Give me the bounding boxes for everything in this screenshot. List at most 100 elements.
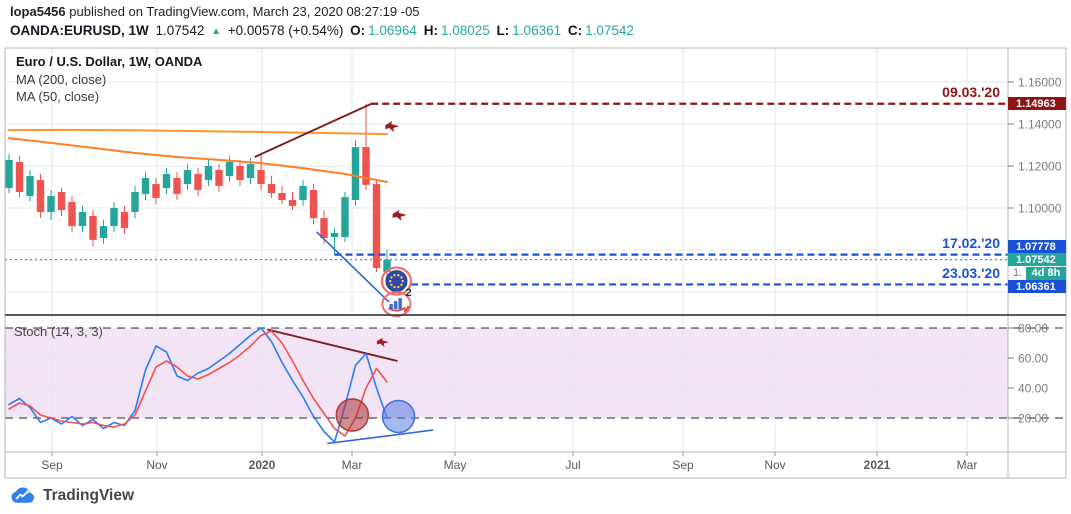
ma50-line — [8, 137, 388, 183]
bear-marker-icon — [385, 121, 400, 133]
candle — [362, 103, 370, 190]
candle — [257, 155, 265, 190]
time-axis-label: Sep — [41, 458, 63, 472]
candle — [215, 163, 223, 193]
candle — [57, 188, 66, 216]
stoch-tick-label: 20.00 — [1018, 412, 1048, 426]
byline-text: published on TradingView.com, March 23, … — [65, 4, 420, 19]
stoch-circle-blue[interactable] — [381, 399, 416, 434]
stoch-trendline-blue[interactable] — [327, 429, 434, 445]
time-axis-label: Nov — [764, 458, 785, 472]
stoch-tick-label: 40.00 — [1018, 382, 1048, 396]
time-axis-label: May — [444, 458, 467, 472]
candle — [194, 168, 202, 197]
tradingview-logo[interactable]: TradingView — [10, 486, 134, 506]
candle — [141, 172, 150, 201]
open-value: 1.06964 — [368, 23, 417, 38]
candle — [299, 180, 307, 206]
price-change: +0.00578 (+0.54%) — [227, 23, 344, 38]
close-label: C: — [567, 23, 583, 38]
close-value: 1.07542 — [585, 23, 634, 38]
candle — [36, 173, 45, 219]
stoch-band — [5, 328, 1008, 418]
stoch-circle-red[interactable] — [335, 398, 370, 432]
time-axis-label: Nov — [146, 458, 167, 472]
candle — [26, 169, 34, 202]
price-label-resistance: 1.14963 — [1008, 97, 1066, 111]
candle — [351, 139, 360, 206]
occluded-scale-tick: 1. — [1013, 267, 1023, 280]
candle — [78, 205, 87, 232]
candle — [309, 184, 318, 224]
candle — [267, 176, 276, 198]
candle — [162, 168, 171, 194]
candle — [68, 196, 76, 232]
bear-marker-icon — [376, 337, 389, 348]
candle — [152, 177, 160, 205]
candle — [341, 192, 349, 243]
price-label-alert-low: 1.06361 — [1008, 280, 1066, 294]
highlight-ring — [380, 266, 413, 296]
candle — [173, 172, 181, 201]
time-axis-label: Jul — [565, 458, 580, 472]
declining-chart-badge: 2 — [381, 287, 412, 318]
high-value: 1.08025 — [440, 23, 490, 38]
stoch-band-lines — [5, 327, 1066, 419]
last-price: 1.07542 — [155, 23, 205, 38]
price-label-current: 1.07542 — [1008, 253, 1066, 267]
ma50-legend: MA (50, close) — [16, 89, 100, 104]
date-annotation-mid: 17.02.'20 — [942, 235, 1000, 252]
cloud-icon — [11, 487, 34, 503]
candle — [120, 205, 129, 235]
candle — [99, 219, 108, 244]
price-tick-label: 1.10000 — [1018, 202, 1062, 216]
stoch-d-line — [8, 330, 388, 437]
chart-legend: Euro / U.S. Dollar, 1W, OANDA MA (200, c… — [16, 53, 202, 106]
byline-username: lopa5456 — [10, 4, 66, 19]
candle — [110, 201, 118, 232]
time-axis-label: Sep — [672, 458, 694, 472]
candle — [204, 159, 213, 186]
candle — [278, 185, 286, 205]
main-trendline-dark[interactable] — [254, 102, 372, 158]
low-label: L: — [496, 23, 510, 38]
countdown-row: 1. 4d 8h — [1008, 266, 1066, 280]
time-axis-label: 2020 — [249, 458, 276, 472]
chart-title: Euro / U.S. Dollar, 1W, OANDA — [16, 54, 203, 69]
price-tick-label: 1.12000 — [1018, 160, 1062, 174]
up-triangle-icon: ▲ — [211, 26, 222, 37]
price-label-alert-high: 1.07778 — [1008, 240, 1066, 254]
candle — [236, 159, 244, 186]
time-axis[interactable]: Sep Nov 2020 Mar May Jul Sep Nov 2021 Mar — [41, 452, 977, 472]
candle — [288, 192, 297, 211]
candle — [5, 154, 13, 194]
candle — [183, 163, 192, 190]
ma200-legend: MA (200, close) — [16, 71, 107, 87]
main-trendline-blue[interactable] — [316, 231, 390, 303]
date-annotation-top: 09.03.'20 — [942, 83, 1000, 100]
grid — [5, 48, 1008, 452]
low-value: 1.06361 — [512, 23, 562, 38]
highlight-ring — [381, 291, 412, 318]
ma200-line — [8, 128, 388, 136]
candle — [89, 210, 97, 247]
candle — [15, 155, 24, 198]
candle — [372, 179, 381, 273]
badge-count: 2 — [405, 287, 411, 299]
price-scale[interactable]: 1.16000 1.14000 1.12000 1.10000 80.00 60.00 40… — [1008, 76, 1062, 426]
date-annotation-low: 23.03.'20 — [942, 264, 1000, 281]
bear-marker-icon — [392, 209, 407, 221]
stoch-legend: Stoch (14, 3, 3) — [14, 324, 103, 339]
symbol-name: OANDA:EURUSD, 1W — [10, 23, 149, 38]
eu-flag-badge — [380, 266, 413, 296]
candle — [47, 189, 55, 220]
stoch-tick-label: 80.00 — [1018, 322, 1048, 336]
bar-countdown: 4d 8h — [1026, 266, 1066, 280]
symbol-info-bar: OANDA:EURUSD, 1W 1.07542 ▲ +0.00578 (+0.… — [10, 23, 637, 38]
stoch-k-line — [8, 327, 388, 443]
time-axis-label: 2021 — [864, 458, 891, 472]
stoch-trendline-dark[interactable] — [267, 328, 398, 362]
stoch-tick-label: 60.00 — [1018, 352, 1048, 366]
